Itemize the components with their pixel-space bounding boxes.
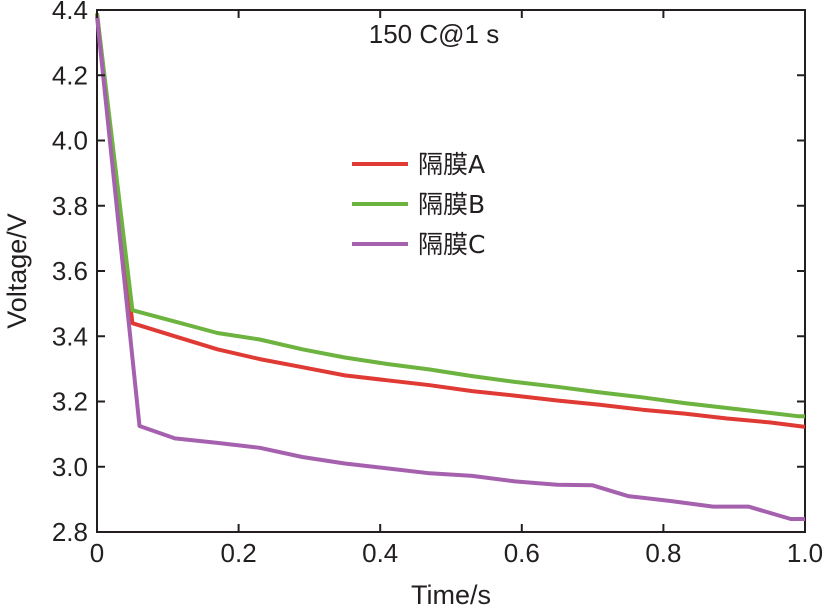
x-axis-title: Time/s bbox=[411, 580, 491, 610]
y-axis-title: Voltage/V bbox=[2, 213, 32, 329]
x-tick-label: 0.2 bbox=[221, 538, 257, 568]
x-tick-label: 0.8 bbox=[645, 538, 681, 568]
y-tick-label: 3.2 bbox=[52, 387, 88, 417]
legend-label-1: 隔膜A bbox=[418, 150, 485, 179]
y-tick-label: 4.2 bbox=[52, 60, 88, 90]
x-tick-label: 1.0 bbox=[787, 538, 823, 568]
series-line-2 bbox=[95, 13, 805, 419]
legend-label-3: 隔膜C bbox=[418, 230, 485, 259]
x-tick-label: 0.4 bbox=[362, 538, 398, 568]
y-tick-label: 4.4 bbox=[52, 0, 88, 25]
x-tick-label: 0 bbox=[90, 538, 104, 568]
legend-label-2: 隔膜B bbox=[418, 190, 485, 219]
series-line-1 bbox=[95, 13, 806, 429]
y-tick-label: 3.6 bbox=[52, 256, 88, 286]
x-tick-label: 0.6 bbox=[504, 538, 540, 568]
y-tick-label: 4.0 bbox=[52, 126, 88, 156]
chart-annotation: 150 C@1 s bbox=[369, 19, 499, 49]
series-line-3 bbox=[95, 16, 805, 521]
y-tick-label: 2.8 bbox=[52, 517, 88, 547]
y-tick-label: 3.0 bbox=[52, 452, 88, 482]
tick-layer: 0 0.2 0.4 0.6 0.8 1.0 2.8 3.0 3.2 3.4 3.6 3.8 4.0 4.2… bbox=[52, 0, 823, 568]
y-tick-label: 3.4 bbox=[52, 321, 88, 351]
series-layer bbox=[95, 13, 806, 521]
legend: 隔膜A 隔膜B 隔膜C bbox=[352, 150, 485, 259]
plot-frame bbox=[96, 9, 806, 533]
y-tick-label: 3.8 bbox=[52, 191, 88, 221]
